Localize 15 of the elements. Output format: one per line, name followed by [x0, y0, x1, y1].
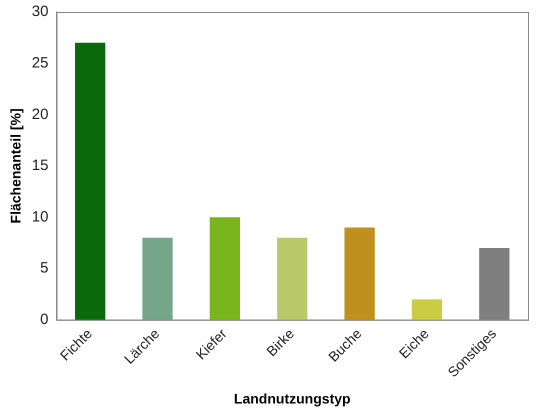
- bar: [142, 238, 173, 320]
- y-tick-label: 20: [32, 106, 48, 123]
- bar: [277, 238, 308, 320]
- y-tick-label: 5: [40, 260, 48, 277]
- bar: [75, 42, 106, 320]
- y-axis-title: Flächenanteil [%]: [7, 108, 24, 224]
- x-axis-title: Landnutzungstyp: [234, 390, 351, 406]
- y-tick-label: 10: [32, 208, 48, 226]
- y-tick-label: 30: [32, 3, 48, 20]
- bar: [344, 227, 375, 320]
- bar: [412, 299, 442, 320]
- y-tick-label: 0: [40, 310, 48, 328]
- y-tick-label: 15: [32, 157, 48, 174]
- y-tick-label: 25: [32, 54, 48, 72]
- bar: [210, 217, 240, 320]
